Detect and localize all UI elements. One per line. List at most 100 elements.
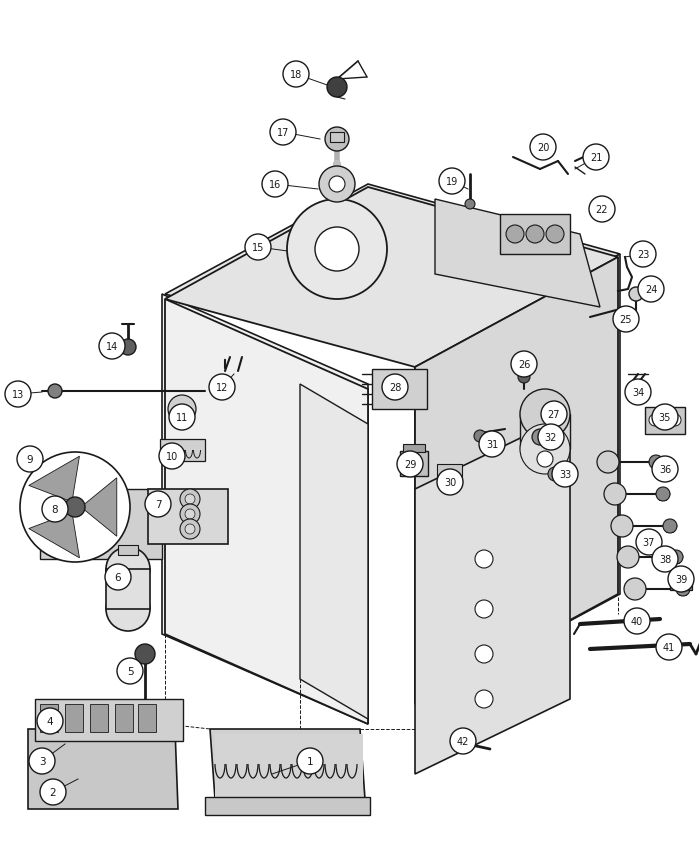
Circle shape (649, 414, 661, 426)
Text: 32: 32 (545, 432, 557, 442)
Text: 9: 9 (27, 454, 34, 464)
Text: 14: 14 (106, 342, 118, 352)
Text: 34: 34 (632, 387, 644, 398)
Circle shape (597, 452, 619, 473)
Polygon shape (415, 414, 570, 774)
Polygon shape (210, 729, 365, 799)
Circle shape (624, 609, 650, 634)
Polygon shape (81, 479, 117, 537)
Text: 18: 18 (290, 70, 302, 80)
Circle shape (589, 197, 615, 223)
Circle shape (159, 443, 185, 469)
Circle shape (99, 333, 125, 360)
Circle shape (546, 225, 564, 244)
Text: 8: 8 (52, 505, 58, 514)
Polygon shape (435, 200, 600, 307)
Circle shape (465, 200, 475, 210)
Bar (138, 704, 156, 732)
Polygon shape (415, 255, 620, 704)
Circle shape (656, 488, 670, 501)
Circle shape (652, 457, 678, 483)
Circle shape (541, 402, 567, 428)
Bar (372, 370, 427, 409)
Bar (65, 704, 83, 732)
Circle shape (656, 634, 682, 660)
Circle shape (169, 404, 195, 430)
Circle shape (511, 352, 537, 377)
Circle shape (180, 505, 200, 524)
Polygon shape (645, 408, 685, 435)
Circle shape (518, 371, 530, 383)
Text: 39: 39 (675, 574, 687, 584)
Polygon shape (28, 729, 178, 809)
Text: 3: 3 (38, 756, 45, 766)
Bar (403, 445, 425, 452)
Circle shape (636, 529, 662, 555)
Polygon shape (162, 295, 368, 724)
Text: 7: 7 (154, 500, 161, 510)
Bar (115, 704, 133, 732)
Circle shape (297, 748, 323, 774)
Circle shape (475, 645, 493, 663)
Circle shape (506, 225, 524, 244)
Bar (205, 797, 370, 815)
Circle shape (180, 490, 200, 510)
Circle shape (530, 135, 556, 161)
Polygon shape (40, 490, 162, 560)
Circle shape (327, 78, 347, 98)
Text: 29: 29 (404, 459, 416, 469)
Circle shape (120, 339, 136, 355)
Text: 16: 16 (269, 180, 281, 190)
Circle shape (106, 548, 150, 592)
Circle shape (209, 375, 235, 401)
Polygon shape (29, 512, 80, 558)
Circle shape (185, 495, 195, 505)
Circle shape (397, 452, 423, 478)
Text: 25: 25 (620, 315, 633, 325)
Text: 31: 31 (486, 440, 498, 450)
Circle shape (145, 491, 171, 517)
Polygon shape (29, 457, 80, 502)
Text: 19: 19 (446, 176, 458, 187)
Polygon shape (300, 385, 368, 719)
Circle shape (520, 425, 570, 474)
Circle shape (475, 690, 493, 708)
Text: 30: 30 (444, 478, 456, 488)
Circle shape (668, 566, 694, 592)
Text: 2: 2 (50, 787, 57, 797)
Circle shape (624, 578, 646, 600)
Circle shape (37, 708, 63, 734)
Circle shape (450, 728, 476, 754)
Circle shape (245, 235, 271, 261)
Polygon shape (415, 257, 618, 704)
Circle shape (329, 176, 345, 192)
Text: 41: 41 (663, 642, 675, 652)
Bar (148, 490, 228, 544)
Circle shape (537, 452, 553, 468)
Text: 6: 6 (115, 572, 122, 582)
Bar (400, 452, 428, 476)
Circle shape (185, 524, 195, 534)
Circle shape (604, 484, 626, 506)
Text: 1: 1 (307, 756, 313, 766)
Text: 37: 37 (643, 538, 655, 548)
Circle shape (669, 414, 681, 426)
Circle shape (135, 644, 155, 664)
Circle shape (185, 510, 195, 519)
Circle shape (287, 200, 387, 300)
Circle shape (663, 519, 677, 533)
Bar (40, 704, 58, 732)
Circle shape (65, 497, 85, 517)
Circle shape (617, 546, 639, 568)
Bar (35, 699, 183, 741)
Text: 11: 11 (176, 413, 188, 423)
Circle shape (669, 550, 683, 565)
Circle shape (475, 600, 493, 619)
Text: 4: 4 (47, 717, 53, 726)
Bar (215, 734, 363, 799)
Circle shape (552, 462, 578, 488)
Circle shape (106, 587, 150, 631)
Circle shape (48, 385, 62, 398)
Bar (500, 214, 570, 255)
Circle shape (629, 288, 643, 301)
